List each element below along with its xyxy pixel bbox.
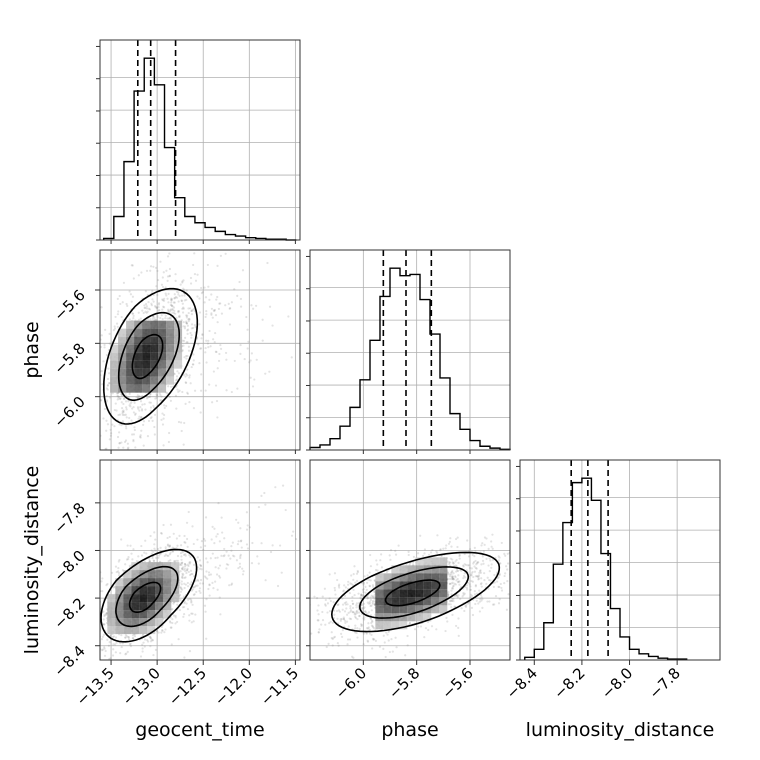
panel-content <box>100 250 293 450</box>
y-tick-label: −8.4 <box>50 642 88 680</box>
x-tick-label: −12.0 <box>211 664 256 709</box>
panel-content <box>310 533 510 659</box>
y-tick-label: −5.6 <box>50 286 88 324</box>
contour-line <box>384 579 441 607</box>
panel-frame <box>99 39 301 241</box>
x-axis-title-phase: phase <box>381 719 438 741</box>
panel-content <box>100 484 298 660</box>
x-tick-label: −8.0 <box>598 664 636 702</box>
panel-background <box>100 40 300 240</box>
panel-frame <box>99 459 301 661</box>
panel-frame <box>519 459 721 661</box>
x-tick-label: −5.6 <box>438 664 476 702</box>
density-panel-geocent_time-luminosity_distance <box>99 459 301 661</box>
panel-frame <box>309 249 511 451</box>
contour-line <box>128 581 162 613</box>
histogram-panel-geocent_time <box>96 39 301 241</box>
y-tick-label: −6.0 <box>50 393 88 431</box>
x-axis-title-geocent_time: geocent_time <box>135 719 264 741</box>
density-shading <box>107 562 180 635</box>
density-panel-geocent_time-phase <box>99 249 301 451</box>
x-tick-label: −13.5 <box>73 664 118 709</box>
y-tick-label: −8.0 <box>50 547 88 585</box>
panels-layer <box>96 39 721 661</box>
x-tick-label: −8.4 <box>503 664 541 702</box>
contour-line <box>115 565 179 628</box>
y-tick-label: −7.8 <box>50 499 88 537</box>
contour-line <box>102 287 199 425</box>
panel-frame <box>309 459 511 661</box>
contour-line <box>117 311 180 401</box>
panel-background <box>310 250 510 450</box>
contour-line <box>359 566 470 619</box>
x-tick-label: −7.8 <box>645 664 683 702</box>
y-tick-label: −8.2 <box>50 594 88 632</box>
histogram-step <box>309 267 511 451</box>
x-tick-label: −12.5 <box>165 664 210 709</box>
x-axis-title-luminosity_distance: luminosity_distance <box>526 719 715 741</box>
histogram-step <box>524 477 688 660</box>
x-tick-label: −8.2 <box>550 664 588 702</box>
contour-line <box>330 551 501 633</box>
x-tick-label: −6.0 <box>332 664 370 702</box>
x-tick-label: −13.0 <box>119 664 164 709</box>
y-axis-title-luminosity_distance: luminosity_distance <box>21 466 43 655</box>
panel-background <box>310 460 510 660</box>
y-tick-label: −5.8 <box>50 339 88 377</box>
y-axis-title-phase: phase <box>21 321 43 378</box>
contour-line <box>100 548 198 643</box>
x-tick-label: −11.5 <box>257 664 302 709</box>
panel-frame <box>99 249 301 451</box>
density-panel-phase-luminosity_distance <box>309 459 511 661</box>
contour-line <box>131 333 164 380</box>
x-tick-label: −5.8 <box>385 664 423 702</box>
histogram-panel-luminosity_distance <box>516 459 721 661</box>
histogram-panel-phase <box>306 249 511 451</box>
histogram-step <box>102 57 297 241</box>
